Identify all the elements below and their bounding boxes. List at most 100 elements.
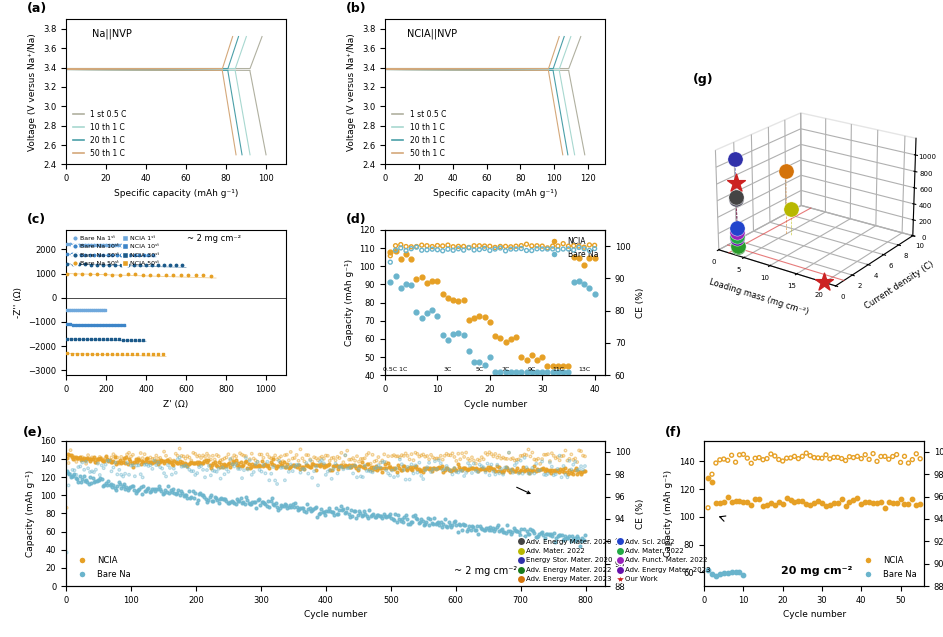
Point — [410, 464, 425, 474]
Point — [502, 448, 517, 458]
Point — [104, 479, 119, 489]
Point — [143, 452, 158, 462]
Point — [352, 457, 367, 467]
Point — [176, 452, 191, 462]
Point — [214, 459, 229, 469]
Point — [493, 454, 508, 464]
Bare Na 1ˢᵗ — [80, 240, 95, 250]
Point — [229, 494, 244, 504]
Point — [201, 455, 216, 465]
Point — [305, 457, 320, 467]
Point — [153, 453, 168, 463]
Point — [204, 470, 219, 480]
Point — [786, 497, 802, 508]
Point — [376, 462, 391, 473]
Point — [564, 464, 579, 475]
Point — [80, 476, 95, 487]
Point — [197, 472, 212, 482]
Text: 7C: 7C — [502, 367, 510, 371]
Point — [838, 501, 853, 511]
Point — [550, 465, 565, 475]
Point — [354, 454, 369, 464]
Point — [708, 497, 723, 508]
Point — [482, 447, 497, 457]
Point — [226, 450, 241, 461]
Point — [290, 450, 305, 460]
NCIA 10ˢᵗ — [110, 320, 125, 330]
Point — [429, 463, 444, 473]
Point — [164, 487, 179, 497]
Point — [478, 448, 493, 458]
Point — [295, 462, 310, 472]
Point — [508, 244, 523, 254]
Point — [484, 459, 499, 469]
Point — [744, 500, 759, 510]
Point — [728, 566, 743, 576]
Bare Na 30ˢᵗ — [114, 259, 129, 269]
Point — [155, 463, 170, 473]
NCIA 50ˢᵗ — [94, 349, 109, 359]
Point — [253, 461, 268, 471]
Point — [504, 241, 519, 252]
Point — [558, 445, 573, 455]
Point — [449, 520, 464, 531]
Point — [409, 307, 424, 317]
NCIA 1ˢᵗ — [93, 305, 108, 315]
Point — [515, 451, 530, 461]
Point — [383, 509, 398, 519]
Point — [243, 462, 258, 472]
Point — [447, 463, 462, 473]
Point — [323, 455, 338, 466]
Point — [85, 473, 100, 483]
Point — [154, 455, 169, 465]
Point — [540, 361, 555, 371]
Point — [188, 488, 203, 498]
Point — [273, 451, 289, 461]
Point — [128, 454, 143, 464]
Point — [846, 452, 861, 462]
Point — [901, 499, 916, 509]
Point — [106, 455, 121, 466]
Point — [535, 352, 550, 362]
Point — [331, 464, 346, 474]
Bare Na 30ˢᵗ — [169, 261, 184, 271]
Point — [98, 453, 113, 463]
Point — [456, 471, 472, 481]
Point — [132, 484, 147, 494]
Point — [525, 466, 540, 476]
Point — [319, 469, 334, 480]
NCIA 50ˢᵗ — [74, 348, 90, 359]
Point — [385, 466, 400, 476]
Point — [476, 462, 491, 473]
Point — [345, 512, 360, 522]
Point — [270, 461, 285, 471]
Point — [308, 453, 323, 463]
Point — [881, 454, 896, 464]
Point — [264, 454, 279, 464]
Y-axis label: Voltage (V versus Na⁺/Na): Voltage (V versus Na⁺/Na) — [28, 33, 38, 151]
Point — [84, 478, 99, 489]
NCIA 50ˢᵗ — [115, 349, 130, 359]
Point — [184, 455, 199, 466]
Point — [387, 450, 402, 461]
Point — [752, 452, 767, 462]
Point — [259, 461, 274, 471]
Point — [505, 464, 520, 475]
Point — [124, 452, 139, 462]
Point — [239, 492, 254, 502]
Point — [127, 471, 142, 482]
Point — [149, 460, 164, 470]
Point — [242, 463, 257, 473]
Point — [353, 461, 368, 471]
Point — [167, 455, 182, 466]
Point — [135, 453, 150, 463]
Point — [267, 460, 282, 470]
Point — [570, 465, 585, 475]
Point — [491, 468, 506, 478]
Point — [560, 533, 575, 543]
Point — [371, 462, 386, 473]
Point — [853, 454, 869, 464]
Point — [752, 494, 767, 504]
Point — [223, 462, 238, 472]
Point — [514, 243, 529, 254]
